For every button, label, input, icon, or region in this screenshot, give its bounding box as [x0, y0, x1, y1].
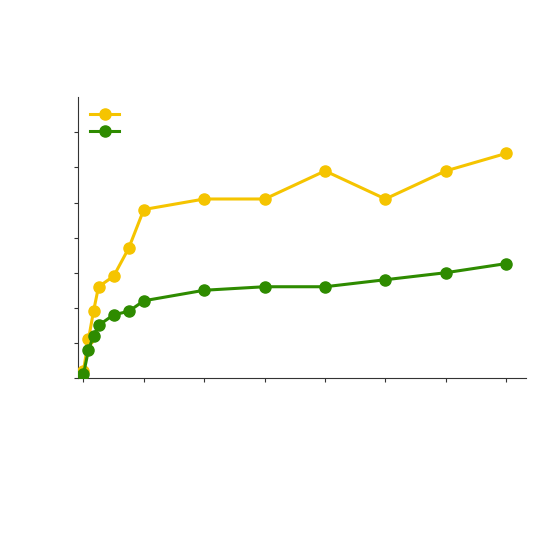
8%レモン渶液 — [85, 336, 92, 342]
純水 — [90, 333, 97, 339]
純水 — [95, 322, 102, 328]
8%レモン渶液 — [95, 284, 102, 290]
8%レモン渶液 — [201, 195, 208, 202]
純水 — [110, 312, 117, 318]
8%レモン渶液 — [503, 150, 510, 157]
純水 — [382, 276, 389, 283]
純水 — [141, 298, 147, 304]
8%レモン渶液 — [382, 195, 389, 202]
Line: 純水: 純水 — [78, 258, 512, 380]
純水 — [80, 372, 87, 378]
Line: 8%レモン渶液: 8%レモン渶液 — [78, 148, 512, 376]
純水 — [262, 284, 268, 290]
8%レモン渶液 — [110, 273, 117, 280]
8%レモン渶液 — [90, 308, 97, 314]
純水 — [125, 308, 132, 314]
純水 — [442, 269, 449, 276]
8%レモン渶液 — [321, 167, 328, 174]
8%レモン渶液 — [80, 368, 87, 374]
8%レモン渶液 — [125, 245, 132, 252]
純水 — [201, 287, 208, 294]
純水 — [85, 347, 92, 353]
8%レモン渶液 — [262, 195, 268, 202]
純水 — [503, 260, 510, 267]
8%レモン渶液 — [442, 167, 449, 174]
純水 — [321, 284, 328, 290]
Legend: 8%レモン渶液, 純水: 8%レモン渶液, 純水 — [86, 105, 234, 141]
8%レモン渶液 — [141, 206, 147, 213]
